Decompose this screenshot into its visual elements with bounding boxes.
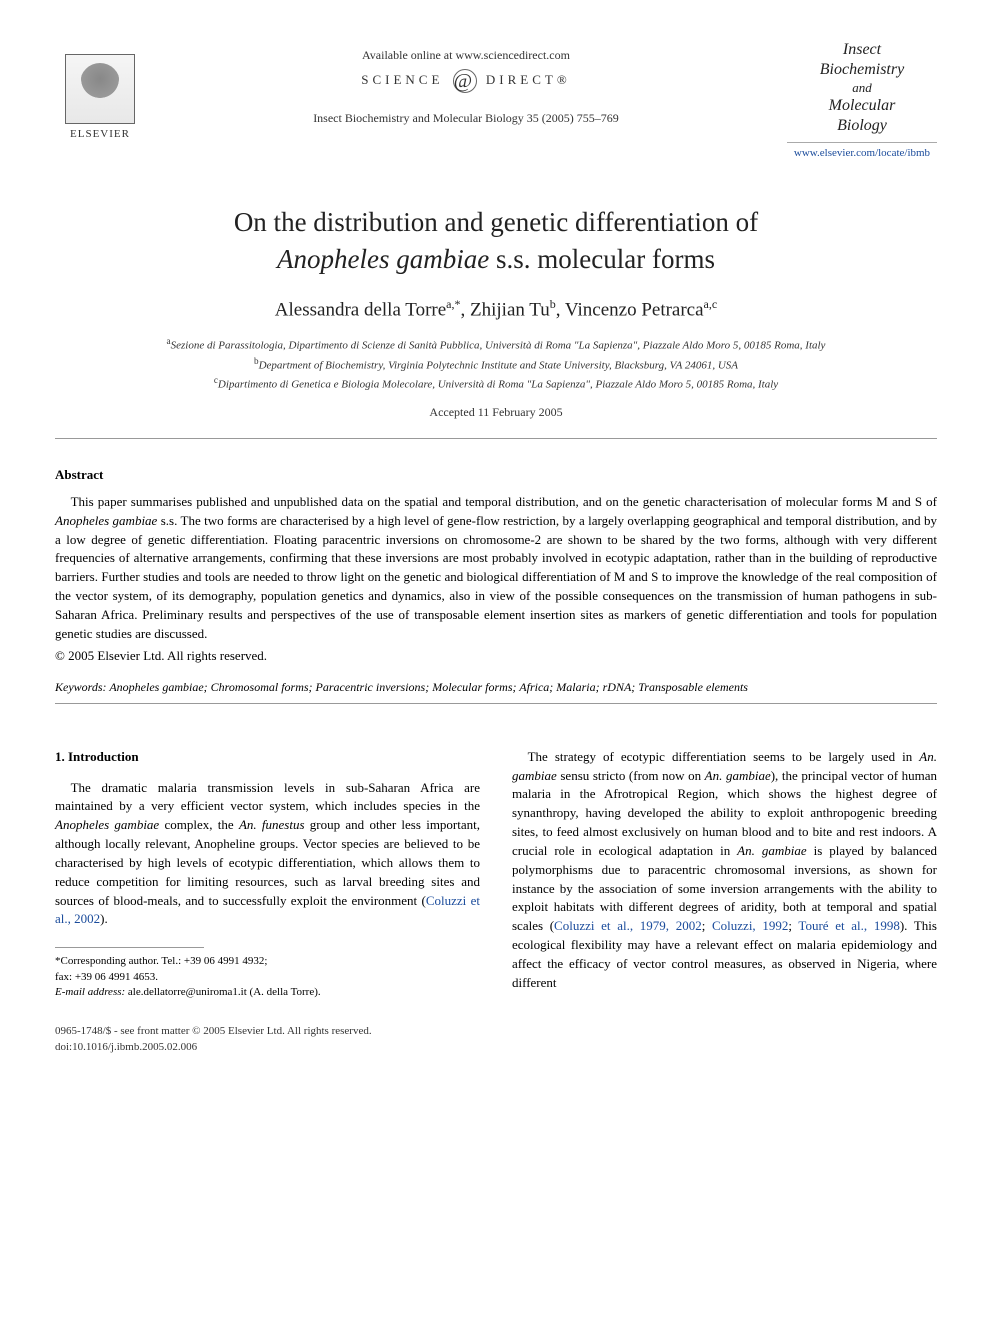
author-3: Vincenzo Petrarca (565, 299, 704, 320)
column-right: The strategy of ecotypic differentiation… (512, 748, 937, 1001)
footer-doi: doi:10.1016/j.ibmb.2005.02.006 (55, 1040, 937, 1055)
journal-box: Insect Biochemistry and Molecular Biolog… (787, 40, 937, 159)
journal-and: and (787, 80, 937, 96)
affiliation-a: aSezione di Parassitologia, Dipartimento… (55, 335, 937, 354)
keywords-species: Anopheles gambiae (109, 680, 203, 694)
journal-line1: Insect (787, 40, 937, 60)
footnote-separator (55, 947, 204, 948)
author-1-sup: a,* (446, 297, 460, 311)
journal-line4: Biology (787, 116, 937, 136)
affiliations: aSezione di Parassitologia, Dipartimento… (55, 335, 937, 392)
affiliation-b: bDepartment of Biochemistry, Virginia Po… (55, 355, 937, 374)
abstract-copyright: © 2005 Elsevier Ltd. All rights reserved… (55, 648, 937, 664)
keywords-line: Keywords: Anopheles gambiae; Chromosomal… (55, 680, 937, 695)
journal-line3: Molecular (787, 96, 937, 116)
title-block: On the distribution and genetic differen… (55, 204, 937, 277)
author-2-sup: b (550, 297, 556, 311)
abstract-heading: Abstract (55, 467, 937, 483)
science-direct-logo: SCIENCE @ DIRECT® (145, 69, 787, 93)
elsevier-label: ELSEVIER (70, 128, 130, 140)
page-footer: 0965-1748/$ - see front matter © 2005 El… (55, 1024, 937, 1055)
header-center: Available online at www.sciencedirect.co… (145, 40, 787, 126)
corr-tel: *Corresponding author. Tel.: +39 06 4991… (55, 954, 480, 969)
page-header: ELSEVIER Available online at www.science… (55, 40, 937, 159)
corresponding-footnote: *Corresponding author. Tel.: +39 06 4991… (55, 954, 480, 1000)
journal-title: Insect Biochemistry and Molecular Biolog… (787, 40, 937, 136)
rule-bottom (55, 703, 937, 704)
journal-line2: Biochemistry (787, 60, 937, 80)
column-left: 1. Introduction The dramatic malaria tra… (55, 748, 480, 1001)
author-1: Alessandra della Torre (275, 299, 446, 320)
author-3-sup: a,c (704, 297, 718, 311)
author-2: Zhijian Tu (470, 299, 550, 320)
sd-right: DIRECT® (486, 72, 571, 87)
cite-coluzzi-1992[interactable]: Coluzzi, 1992 (712, 918, 788, 933)
cite-coluzzi-1979-2002[interactable]: Coluzzi et al., 1979, 2002 (554, 918, 702, 933)
paper-title: On the distribution and genetic differen… (55, 204, 937, 277)
cite-toure-1998[interactable]: Touré et al., 1998 (798, 918, 899, 933)
elsevier-tree-icon (65, 54, 135, 124)
corr-fax: fax: +39 06 4991 4653. (55, 970, 480, 985)
accepted-date: Accepted 11 February 2005 (55, 405, 937, 420)
rule-top (55, 438, 937, 439)
footer-issn: 0965-1748/$ - see front matter © 2005 El… (55, 1024, 937, 1039)
citation-line: Insect Biochemistry and Molecular Biolog… (145, 111, 787, 126)
title-rest: s.s. molecular forms (489, 244, 715, 274)
elsevier-logo: ELSEVIER (55, 40, 145, 140)
abstract-body: This paper summarises published and unpu… (55, 493, 937, 644)
intro-p1-col2: The strategy of ecotypic differentiation… (512, 748, 937, 993)
intro-p1-col1: The dramatic malaria transmission levels… (55, 779, 480, 930)
abstract-section: Abstract This paper summarises published… (55, 467, 937, 664)
journal-link[interactable]: www.elsevier.com/locate/ibmb (787, 142, 937, 159)
corr-email: E-mail address: ale.dellatorre@uniroma1.… (55, 985, 480, 1000)
sd-left: SCIENCE (361, 72, 443, 87)
available-online-text: Available online at www.sciencedirect.co… (145, 48, 787, 63)
title-line1: On the distribution and genetic differen… (234, 207, 758, 237)
title-species: Anopheles gambiae (277, 244, 489, 274)
intro-heading: 1. Introduction (55, 748, 480, 767)
body-columns: 1. Introduction The dramatic malaria tra… (55, 748, 937, 1001)
affiliation-c: cDipartimento di Genetica e Biologia Mol… (55, 374, 937, 393)
authors-line: Alessandra della Torrea,*, Zhijian Tub, … (55, 297, 937, 321)
keywords-rest: ; Chromosomal forms; Paracentric inversi… (204, 680, 748, 694)
sd-at-icon: @ (453, 69, 477, 93)
keywords-label: Keywords: (55, 680, 109, 694)
